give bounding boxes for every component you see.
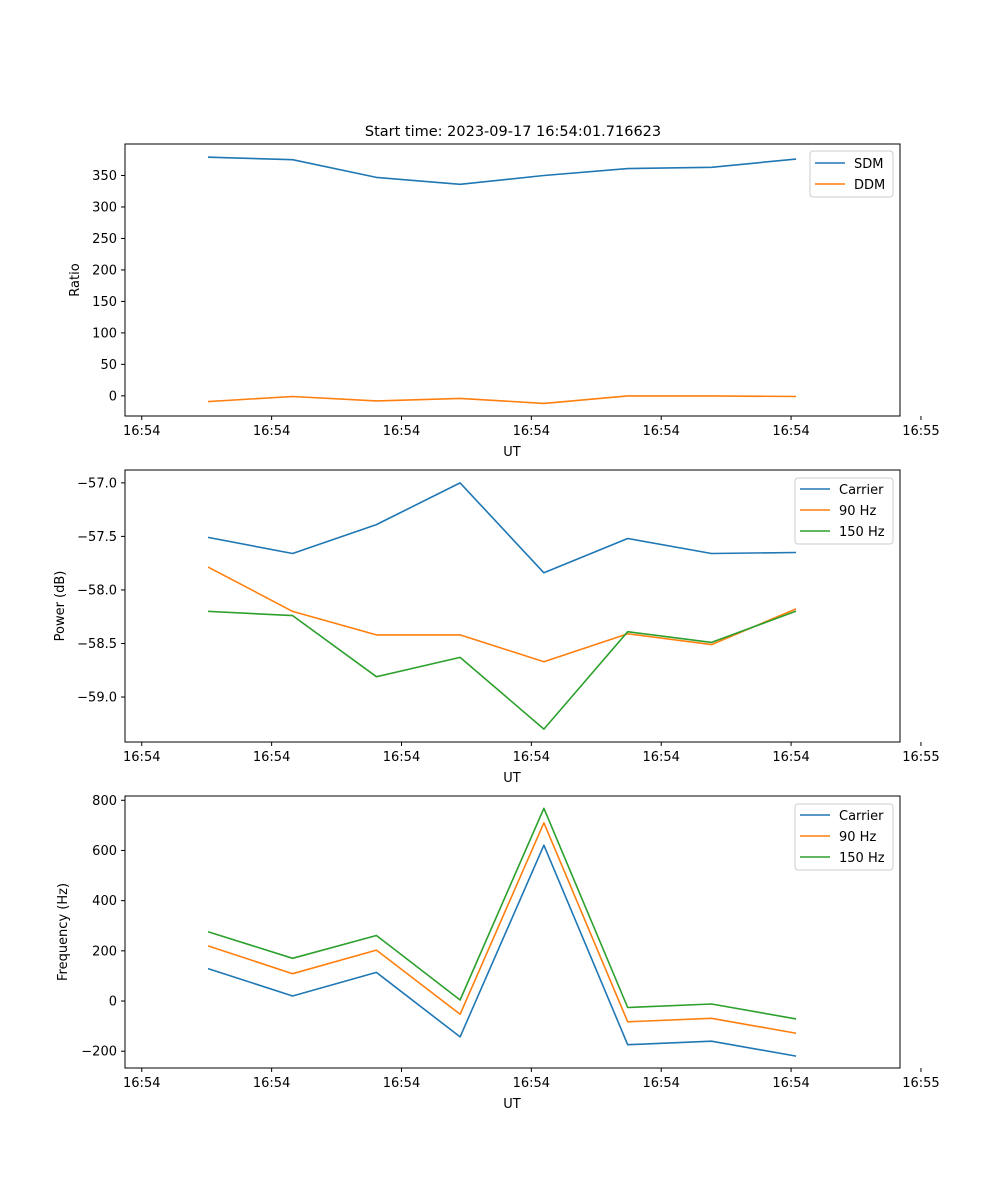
frequency-lines [207, 807, 797, 1057]
power-x-tick-label-1: 16:54 [253, 750, 290, 765]
ratio-x-tick-label-2: 16:54 [383, 424, 420, 439]
frequency-legend-150hz-label: 150 Hz [839, 851, 885, 866]
frequency-y-tick-label-1: 0 [109, 995, 117, 1010]
power-y-tick-label-3: −58.5 [77, 637, 117, 652]
frequency-x-ticks: 16:54 16:54 16:54 16:54 16:54 16:54 16:55 [123, 1068, 940, 1091]
frequency-x-tick-label-2: 16:54 [383, 1076, 420, 1091]
ratio-lines [207, 156, 797, 405]
power-y-ticks: −57.0 −57.5 −58.0 −58.5 −59.0 [77, 476, 125, 706]
power-legend: Carrier 90 Hz 150 Hz [794, 477, 894, 545]
frequency-y-tick-label-3: 400 [92, 894, 117, 909]
power-y-axis-label: Power (dB) [53, 571, 68, 642]
power-chart: 16:54 16:54 16:54 16:54 16:54 16:54 16:55 −57.… [53, 469, 940, 786]
power-legend-box [794, 477, 894, 545]
frequency-x-tick-label-5: 16:54 [772, 1076, 809, 1091]
ratio-legend-sdm-label: SDM [854, 157, 883, 172]
power-y-tick-label-2: −58.0 [77, 583, 117, 598]
frequency-x-tick-label-1: 16:54 [253, 1076, 290, 1091]
frequency-x-axis-label: UT [503, 1097, 521, 1112]
frequency-y-tick-label-5: 800 [92, 794, 117, 809]
power-series-carrier [207, 482, 797, 574]
ratio-series-ddm [207, 395, 797, 405]
power-x-tick-label-2: 16:54 [383, 750, 420, 765]
ratio-y-tick-label-5: 250 [92, 232, 117, 247]
ratio-y-tick-label-2: 100 [92, 326, 117, 341]
ratio-x-ticks: 16:54 16:54 16:54 16:54 16:54 16:54 16:55 [123, 416, 940, 439]
figure-title: Start time: 2023-09-17 16:54:01.716623 [365, 124, 661, 140]
power-y-tick-label-4: −59.0 [77, 691, 117, 706]
power-lines [207, 482, 797, 730]
ratio-plot-frame [124, 143, 901, 417]
frequency-y-ticks: −200 0 200 400 600 800 [81, 794, 125, 1060]
frequency-x-tick-label-4: 16:54 [642, 1076, 679, 1091]
frequency-series-150-hz [207, 807, 797, 1020]
ratio-legend-ddm-label: DDM [854, 178, 885, 193]
power-x-tick-label-5: 16:54 [772, 750, 809, 765]
ratio-x-tick-label-4: 16:54 [642, 424, 679, 439]
ratio-y-tick-label-0: 0 [109, 389, 117, 404]
ratio-x-tick-label-0: 16:54 [123, 424, 160, 439]
frequency-series-90-hz [207, 821, 797, 1035]
ratio-y-tick-label-1: 50 [100, 358, 117, 373]
power-x-axis-label: UT [503, 771, 521, 786]
power-plot-frame [124, 469, 901, 743]
ratio-y-tick-label-7: 350 [92, 169, 117, 184]
ratio-y-ticks: 0 50 100 150 200 250 300 350 [92, 169, 125, 404]
ratio-x-tick-label-6: 16:55 [902, 424, 939, 439]
frequency-legend-carrier-label: Carrier [839, 809, 884, 824]
power-legend-90hz-label: 90 Hz [839, 504, 876, 519]
power-series-90-hz [207, 566, 797, 663]
ratio-x-tick-label-3: 16:54 [513, 424, 550, 439]
frequency-x-tick-label-3: 16:54 [513, 1076, 550, 1091]
power-legend-carrier-label: Carrier [839, 483, 884, 498]
power-x-tick-label-4: 16:54 [642, 750, 679, 765]
frequency-y-axis-label: Frequency (Hz) [56, 883, 71, 981]
ratio-chart: 16:54 16:54 16:54 16:54 16:54 16:54 16:55 0 50 1… [68, 143, 940, 460]
frequency-legend-90hz-label: 90 Hz [839, 830, 876, 845]
ratio-y-tick-label-3: 150 [92, 295, 117, 310]
ratio-x-axis-label: UT [503, 445, 521, 460]
power-x-ticks: 16:54 16:54 16:54 16:54 16:54 16:54 16:55 [123, 742, 940, 765]
frequency-series-carrier [207, 844, 797, 1057]
power-y-tick-label-0: −57.0 [77, 476, 117, 491]
frequency-y-tick-label-2: 200 [92, 944, 117, 959]
frequency-y-tick-label-4: 600 [92, 844, 117, 859]
ratio-x-tick-label-1: 16:54 [253, 424, 290, 439]
frequency-legend-box [794, 803, 894, 871]
ratio-x-tick-label-5: 16:54 [772, 424, 809, 439]
ratio-legend: SDM DDM [809, 150, 894, 198]
frequency-legend: Carrier 90 Hz 150 Hz [794, 803, 894, 871]
power-x-tick-label-0: 16:54 [123, 750, 160, 765]
power-legend-150hz-label: 150 Hz [839, 525, 885, 540]
ratio-series-sdm [207, 156, 797, 186]
power-y-tick-label-1: −57.5 [77, 530, 117, 545]
ratio-y-axis-label: Ratio [68, 263, 83, 296]
frequency-plot-frame [124, 795, 901, 1069]
power-x-tick-label-3: 16:54 [513, 750, 550, 765]
power-x-tick-label-6: 16:55 [902, 750, 939, 765]
ratio-y-tick-label-6: 300 [92, 200, 117, 215]
power-series-150-hz [207, 610, 797, 730]
frequency-x-tick-label-6: 16:55 [902, 1076, 939, 1091]
frequency-chart: 16:54 16:54 16:54 16:54 16:54 16:54 16:55 −200… [56, 794, 940, 1112]
frequency-x-tick-label-0: 16:54 [123, 1076, 160, 1091]
ratio-y-tick-label-4: 200 [92, 263, 117, 278]
frequency-y-tick-label-0: −200 [81, 1045, 117, 1060]
